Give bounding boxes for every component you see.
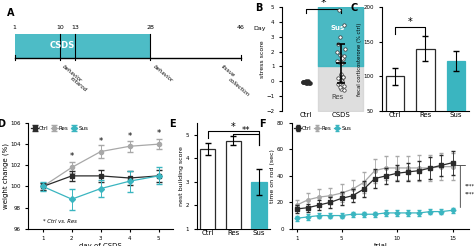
Point: [303, 81, 310, 85]
Text: behavior: behavior: [152, 64, 174, 83]
Text: *: *: [128, 132, 132, 141]
Point: [302, 79, 310, 83]
Point: [302, 80, 310, 84]
Y-axis label: time on rod (sec): time on rod (sec): [271, 149, 275, 203]
Text: *: *: [99, 137, 103, 146]
Point: [335, 8, 342, 12]
Text: tissue: tissue: [220, 64, 236, 78]
Text: B: B: [255, 3, 263, 13]
Text: C: C: [351, 3, 358, 13]
Text: E: E: [169, 119, 175, 129]
Point: [340, 84, 348, 88]
Point: [336, 85, 344, 89]
Point: [339, 57, 347, 61]
Text: **: **: [242, 126, 251, 135]
Text: *: *: [70, 152, 74, 161]
Point: [338, 56, 346, 60]
Text: *: *: [156, 129, 161, 138]
Text: *: *: [321, 0, 326, 8]
Y-axis label: stress score: stress score: [260, 40, 265, 78]
Text: 13: 13: [71, 25, 79, 30]
Text: 28: 28: [146, 25, 154, 30]
Point: [340, 88, 347, 92]
Y-axis label: nest building score: nest building score: [179, 146, 184, 206]
Point: [338, 62, 346, 65]
Legend: Ctrl, Res, Sus: Ctrl, Res, Sus: [31, 126, 88, 131]
Point: [337, 87, 345, 91]
Y-axis label: fecal corticosterone (% ctrl): fecal corticosterone (% ctrl): [357, 22, 362, 96]
FancyBboxPatch shape: [15, 34, 150, 58]
Point: [302, 80, 310, 84]
Text: Sus: Sus: [330, 25, 345, 31]
Point: [340, 54, 348, 58]
Point: [338, 79, 346, 83]
Point: [337, 35, 344, 39]
Point: [335, 42, 342, 46]
Point: [336, 81, 344, 85]
X-axis label: day of CSDS: day of CSDS: [79, 243, 122, 246]
Text: Day: Day: [253, 26, 265, 31]
Text: A: A: [7, 8, 15, 18]
Text: rotarod: rotarod: [69, 76, 88, 93]
Point: [333, 50, 341, 54]
Point: [339, 75, 346, 79]
Point: [299, 80, 307, 84]
Text: collection: collection: [228, 77, 251, 98]
Text: *: *: [408, 17, 412, 27]
Bar: [385, 76, 404, 145]
Point: [337, 78, 345, 82]
Text: ****: ****: [465, 192, 474, 197]
Text: *: *: [231, 122, 236, 132]
Bar: [226, 141, 241, 246]
Text: F: F: [259, 119, 266, 129]
Point: [304, 79, 312, 83]
Text: 46: 46: [237, 25, 245, 30]
Text: * Ctrl vs. Res: * Ctrl vs. Res: [43, 219, 77, 224]
Point: [299, 80, 307, 84]
Point: [305, 81, 312, 85]
Point: [336, 53, 344, 57]
Point: [337, 72, 345, 76]
Text: behavior: behavior: [62, 64, 83, 83]
X-axis label: trial: trial: [374, 243, 387, 246]
Text: 1: 1: [13, 25, 17, 30]
Text: ****: ****: [465, 184, 474, 189]
Point: [334, 76, 342, 80]
Text: Res: Res: [331, 94, 344, 100]
Point: [335, 82, 342, 86]
Text: 10: 10: [56, 25, 64, 30]
Bar: [447, 61, 465, 145]
Bar: [251, 182, 267, 246]
Point: [337, 78, 345, 82]
Y-axis label: weight change (%): weight change (%): [2, 143, 9, 209]
Point: [341, 23, 348, 27]
Text: D: D: [0, 119, 5, 129]
Bar: [416, 49, 435, 145]
Point: [341, 47, 348, 51]
Legend: Ctrl, Res, Sus: Ctrl, Res, Sus: [294, 126, 351, 131]
Point: [337, 73, 344, 77]
Bar: [200, 149, 216, 246]
Point: [339, 76, 347, 79]
Text: CSDS: CSDS: [50, 41, 75, 50]
Point: [333, 59, 341, 62]
Point: [306, 81, 314, 85]
Point: [335, 60, 343, 64]
Point: [301, 80, 308, 84]
